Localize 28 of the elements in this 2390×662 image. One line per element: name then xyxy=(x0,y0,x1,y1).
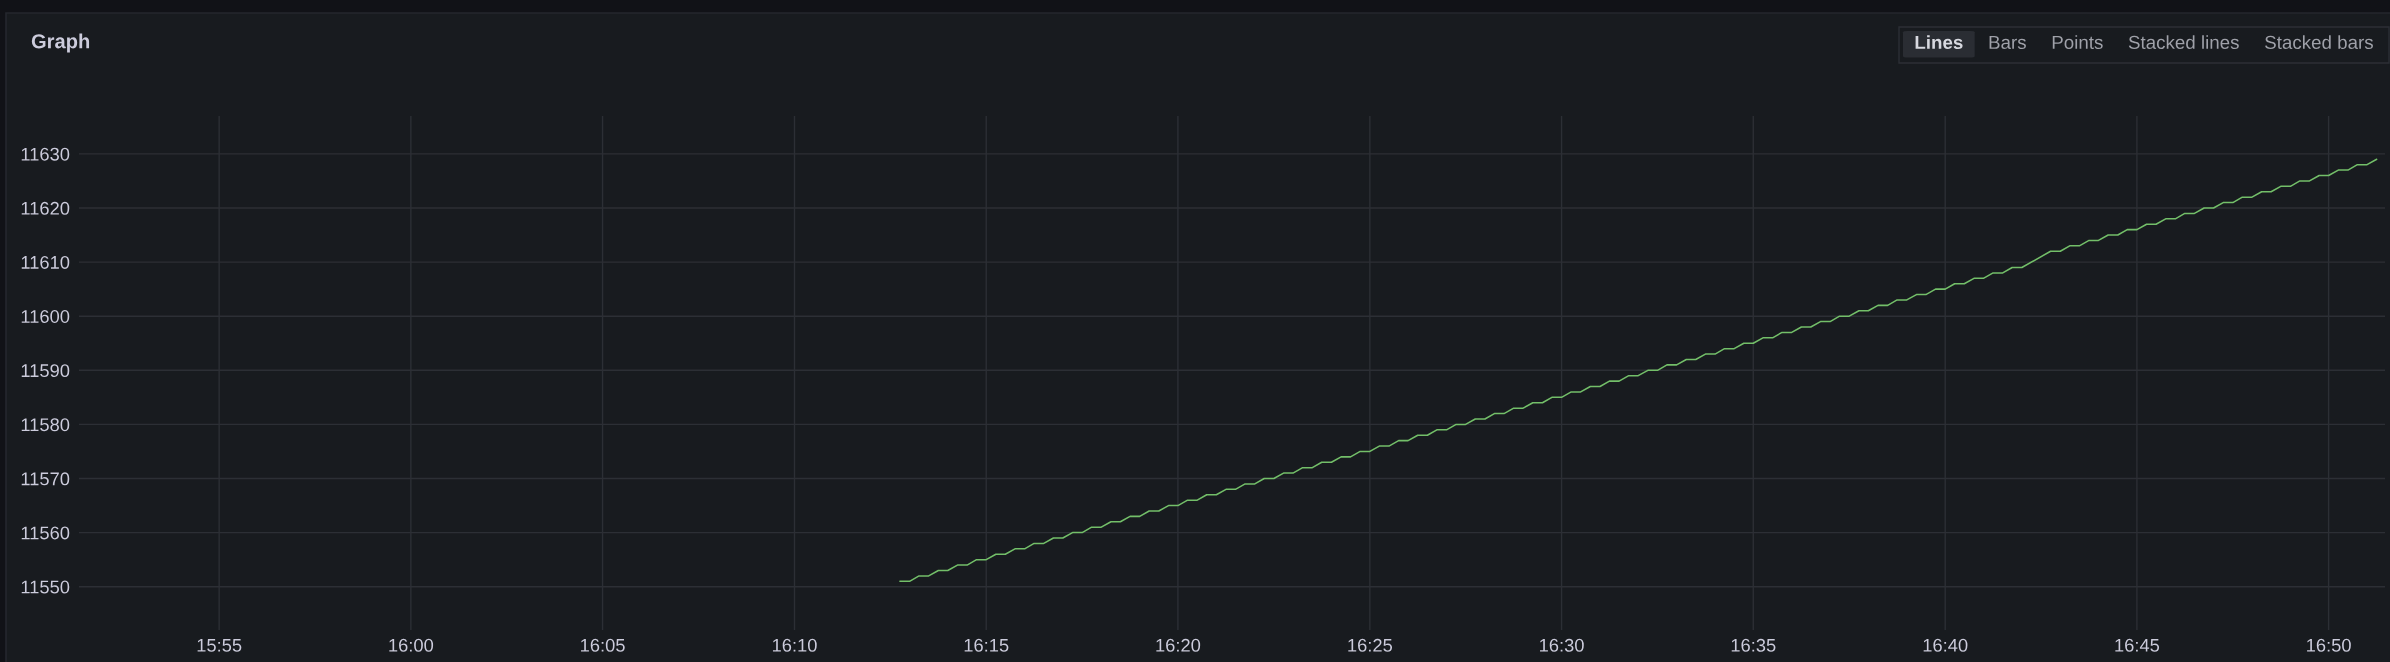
x-tick-label: 16:00 xyxy=(389,638,434,652)
x-tick-label: 16:25 xyxy=(1348,638,1393,652)
text: Stacked lines xyxy=(2128,35,2239,50)
y-tick-label: 11570 xyxy=(21,472,70,486)
y-tick-label: 11600 xyxy=(21,310,70,324)
text: Points xyxy=(2052,35,2103,50)
x-tick-label: 16:35 xyxy=(1731,638,1776,652)
x-tick-label: 16:40 xyxy=(1923,638,1968,652)
chart-title: Graph xyxy=(31,33,90,53)
x-tick-label: 16:15 xyxy=(964,638,1009,652)
text: Bars xyxy=(1989,35,2026,50)
x-tick-label: 16:05 xyxy=(581,638,625,652)
y-tick-label: 11630 xyxy=(21,147,70,161)
x-tick-label: 16:10 xyxy=(772,638,817,652)
y-tick-label: 11590 xyxy=(21,364,70,378)
x-tick-label: 16:50 xyxy=(2307,638,2351,652)
y-tick-label: 11560 xyxy=(21,526,70,540)
line-series xyxy=(899,158,2378,583)
x-tick-label: 16:20 xyxy=(1156,638,1201,652)
y-tick-label: 11580 xyxy=(21,418,70,432)
text: Lines xyxy=(1915,35,1963,50)
x-tick-label: 16:45 xyxy=(2115,638,2160,652)
y-tick-label: 11610 xyxy=(21,255,70,269)
x-tick-label: 15:55 xyxy=(197,639,242,652)
y-tick-label: 11620 xyxy=(21,201,70,215)
y-tick-label: 11550 xyxy=(21,580,70,594)
text: Stacked bars xyxy=(2265,35,2373,50)
x-tick-label: 16:30 xyxy=(1540,638,1584,652)
